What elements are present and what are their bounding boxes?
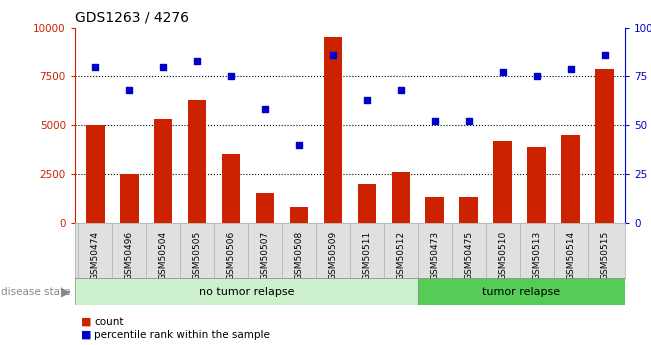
Text: GSM50509: GSM50509: [329, 231, 337, 280]
Text: GDS1263 / 4276: GDS1263 / 4276: [75, 10, 189, 24]
Text: GSM50507: GSM50507: [260, 231, 270, 280]
Text: GSM50505: GSM50505: [193, 231, 202, 280]
Text: GSM50506: GSM50506: [227, 231, 236, 280]
Text: GSM50510: GSM50510: [498, 231, 507, 280]
Text: GSM50513: GSM50513: [532, 231, 541, 280]
Point: [362, 97, 372, 102]
Point: [260, 107, 270, 112]
Point: [600, 52, 610, 58]
Text: GSM50504: GSM50504: [159, 231, 168, 280]
Bar: [324, 37, 342, 223]
Text: disease state: disease state: [1, 287, 71, 296]
Bar: [595, 69, 614, 223]
Bar: [493, 141, 512, 223]
Point: [327, 52, 338, 58]
Text: GSM50474: GSM50474: [90, 231, 100, 280]
Point: [226, 73, 236, 79]
Text: no tumor relapse: no tumor relapse: [199, 287, 294, 296]
Text: GSM50473: GSM50473: [430, 231, 439, 280]
Bar: [154, 119, 173, 223]
Bar: [222, 154, 240, 223]
Text: ■: ■: [81, 317, 92, 326]
Point: [430, 118, 440, 124]
Bar: [290, 207, 309, 223]
Point: [531, 73, 542, 79]
Text: GSM50511: GSM50511: [363, 231, 371, 280]
Text: GSM50515: GSM50515: [600, 231, 609, 280]
Point: [90, 64, 100, 69]
Text: ▶: ▶: [61, 285, 70, 298]
Bar: [391, 172, 410, 223]
Point: [124, 87, 134, 93]
Text: GSM50475: GSM50475: [464, 231, 473, 280]
Bar: [86, 125, 105, 223]
Point: [497, 70, 508, 75]
Text: GSM50514: GSM50514: [566, 231, 575, 280]
Bar: [418, 278, 625, 305]
Bar: [460, 197, 478, 223]
Bar: [357, 184, 376, 223]
Text: count: count: [94, 317, 124, 326]
Bar: [561, 135, 580, 223]
Bar: [75, 278, 418, 305]
Text: ■: ■: [81, 330, 92, 339]
Text: tumor relapse: tumor relapse: [482, 287, 561, 296]
Text: GSM50496: GSM50496: [125, 231, 133, 280]
Text: percentile rank within the sample: percentile rank within the sample: [94, 330, 270, 339]
Bar: [527, 147, 546, 223]
Text: GSM50512: GSM50512: [396, 231, 406, 280]
Bar: [256, 193, 274, 223]
Text: GSM50508: GSM50508: [294, 231, 303, 280]
Bar: [426, 197, 444, 223]
Point: [294, 142, 304, 147]
Point: [464, 118, 474, 124]
Point: [396, 87, 406, 93]
Bar: [187, 100, 206, 223]
Point: [192, 58, 202, 63]
Bar: [120, 174, 139, 223]
Point: [566, 66, 576, 71]
Point: [158, 64, 169, 69]
